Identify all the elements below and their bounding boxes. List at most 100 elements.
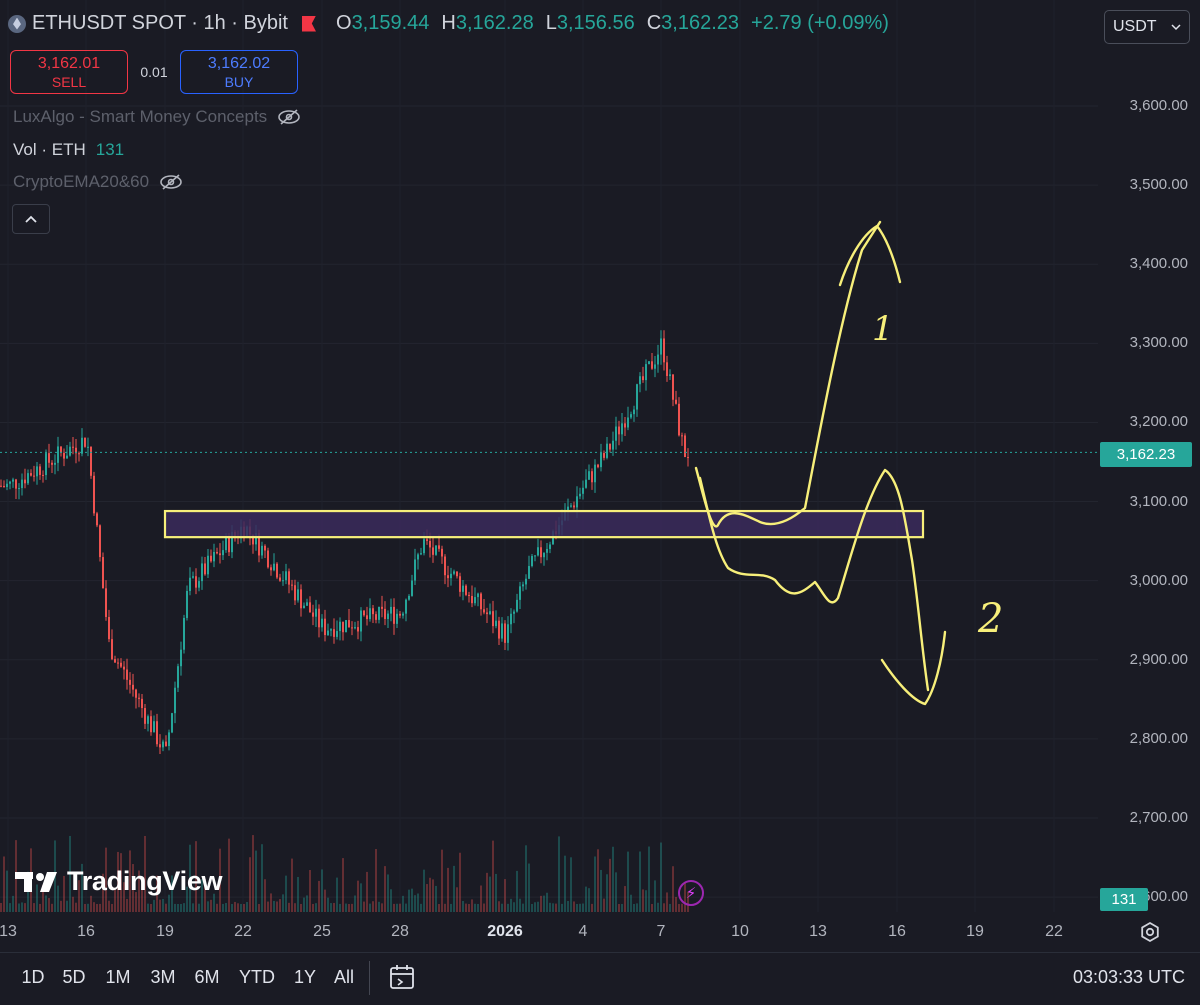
currency-select[interactable]: USDT (1104, 10, 1190, 44)
tradingview-logo: TradingView (15, 866, 223, 897)
volume-bar (93, 902, 95, 912)
candle-body (327, 630, 329, 636)
candle-body (216, 551, 218, 554)
settings-icon[interactable] (1138, 920, 1162, 944)
volume-bar (132, 864, 134, 912)
range-button-1y[interactable]: 1Y (293, 967, 317, 987)
range-button-1m[interactable]: 1M (105, 967, 131, 987)
eye-hidden-icon[interactable] (277, 109, 301, 125)
volume-bar (150, 903, 152, 912)
candle-body (303, 605, 305, 609)
volume-bar (462, 900, 464, 912)
range-button-5d[interactable]: 5D (62, 967, 86, 987)
volume-bar (585, 886, 587, 912)
candle-body (663, 338, 665, 363)
candle-body (336, 631, 338, 637)
candle-body (72, 446, 74, 448)
volume-bar (234, 901, 236, 912)
ohlc-high: 3,162.28 (455, 12, 534, 34)
volume-bar (381, 903, 383, 912)
candle-body (456, 571, 458, 577)
sell-button[interactable]: 3,162.01 SELL (10, 50, 128, 94)
volume-bar (618, 903, 620, 912)
volume-bar (303, 897, 305, 912)
candle-body (108, 616, 110, 640)
candle-body (102, 557, 104, 589)
candle-body (372, 608, 374, 615)
candle-body (198, 581, 200, 588)
candle-body (441, 548, 443, 557)
indicator-luxalgo[interactable]: LuxAlgo - Smart Money Concepts (13, 107, 301, 127)
candle-body (429, 540, 431, 548)
volume-bar (558, 836, 560, 912)
utc-clock[interactable]: 03:03:33 UTC (1072, 967, 1185, 987)
candle-body (672, 374, 674, 400)
indicator-ema[interactable]: CryptoEMA20&60 (13, 172, 183, 192)
volume-bar (354, 895, 356, 912)
price-axis-label: 2,800.00 (1129, 729, 1188, 747)
candle-body (345, 620, 347, 633)
candle-body (678, 403, 680, 436)
candle-body (453, 571, 455, 574)
volume-bar (639, 851, 641, 912)
eye-hidden-icon[interactable] (159, 174, 183, 190)
indicator-volume[interactable]: Vol · ETH 131 (13, 140, 124, 160)
candle-body (444, 556, 446, 576)
sell-price: 3,162.01 (37, 55, 101, 72)
volume-bar (570, 857, 572, 912)
candle-body (165, 741, 167, 746)
candle-body (36, 466, 38, 477)
volume-bars (0, 835, 689, 912)
candle-body (135, 689, 137, 698)
volume-bar (657, 902, 659, 912)
candle-body (627, 417, 629, 428)
candle-body (591, 471, 593, 483)
candle-body (45, 453, 47, 476)
candle-body (348, 620, 350, 628)
candle-body (447, 575, 449, 579)
range-button-6m[interactable]: 6M (194, 967, 220, 987)
range-button-ytd[interactable]: YTD (239, 967, 275, 987)
volume-bar (537, 901, 539, 912)
volume-bar (186, 886, 188, 912)
lightning-icon[interactable]: ⚡ (678, 880, 704, 906)
volume-bar (579, 903, 581, 912)
volume-bar (621, 903, 623, 912)
range-button-all[interactable]: All (333, 967, 355, 987)
volume-bar (582, 903, 584, 912)
collapse-indicators-button[interactable] (12, 204, 50, 234)
candle-body (666, 362, 668, 376)
candle-body (258, 533, 260, 556)
candle-body (57, 446, 59, 463)
flag-icon[interactable] (302, 15, 316, 32)
volume-bar (183, 903, 185, 912)
volume-bar (603, 898, 605, 912)
candle-body (501, 623, 503, 639)
candle-body (648, 361, 650, 365)
volume-bar (384, 866, 386, 912)
buy-button[interactable]: 3,162.02 BUY (180, 50, 298, 94)
chevron-down-icon (1171, 24, 1181, 31)
symbol-title[interactable]: ETHUSDT SPOT · 1h · Bybit (32, 12, 288, 34)
candle-body (405, 599, 407, 614)
volume-bar (9, 903, 11, 912)
candle-body (117, 662, 119, 664)
candle-body (324, 618, 326, 636)
price-axis-label: 3,000.00 (1129, 571, 1188, 589)
buy-price: 3,162.02 (207, 55, 271, 72)
volume-bar (636, 903, 638, 912)
candle-body (435, 545, 437, 555)
range-button-3m[interactable]: 3M (150, 967, 176, 987)
candle-body (675, 399, 677, 404)
price-axis-label: 3,500.00 (1129, 176, 1188, 194)
candle-body (681, 435, 683, 437)
calendar-goto-icon[interactable] (389, 963, 415, 991)
candle-body (111, 639, 113, 660)
candle-body (9, 481, 11, 484)
volume-bar (669, 903, 671, 912)
volume-bar (645, 890, 647, 912)
volume-bar (540, 895, 542, 912)
volume-bar (204, 879, 206, 912)
range-button-1d[interactable]: 1D (21, 967, 45, 987)
